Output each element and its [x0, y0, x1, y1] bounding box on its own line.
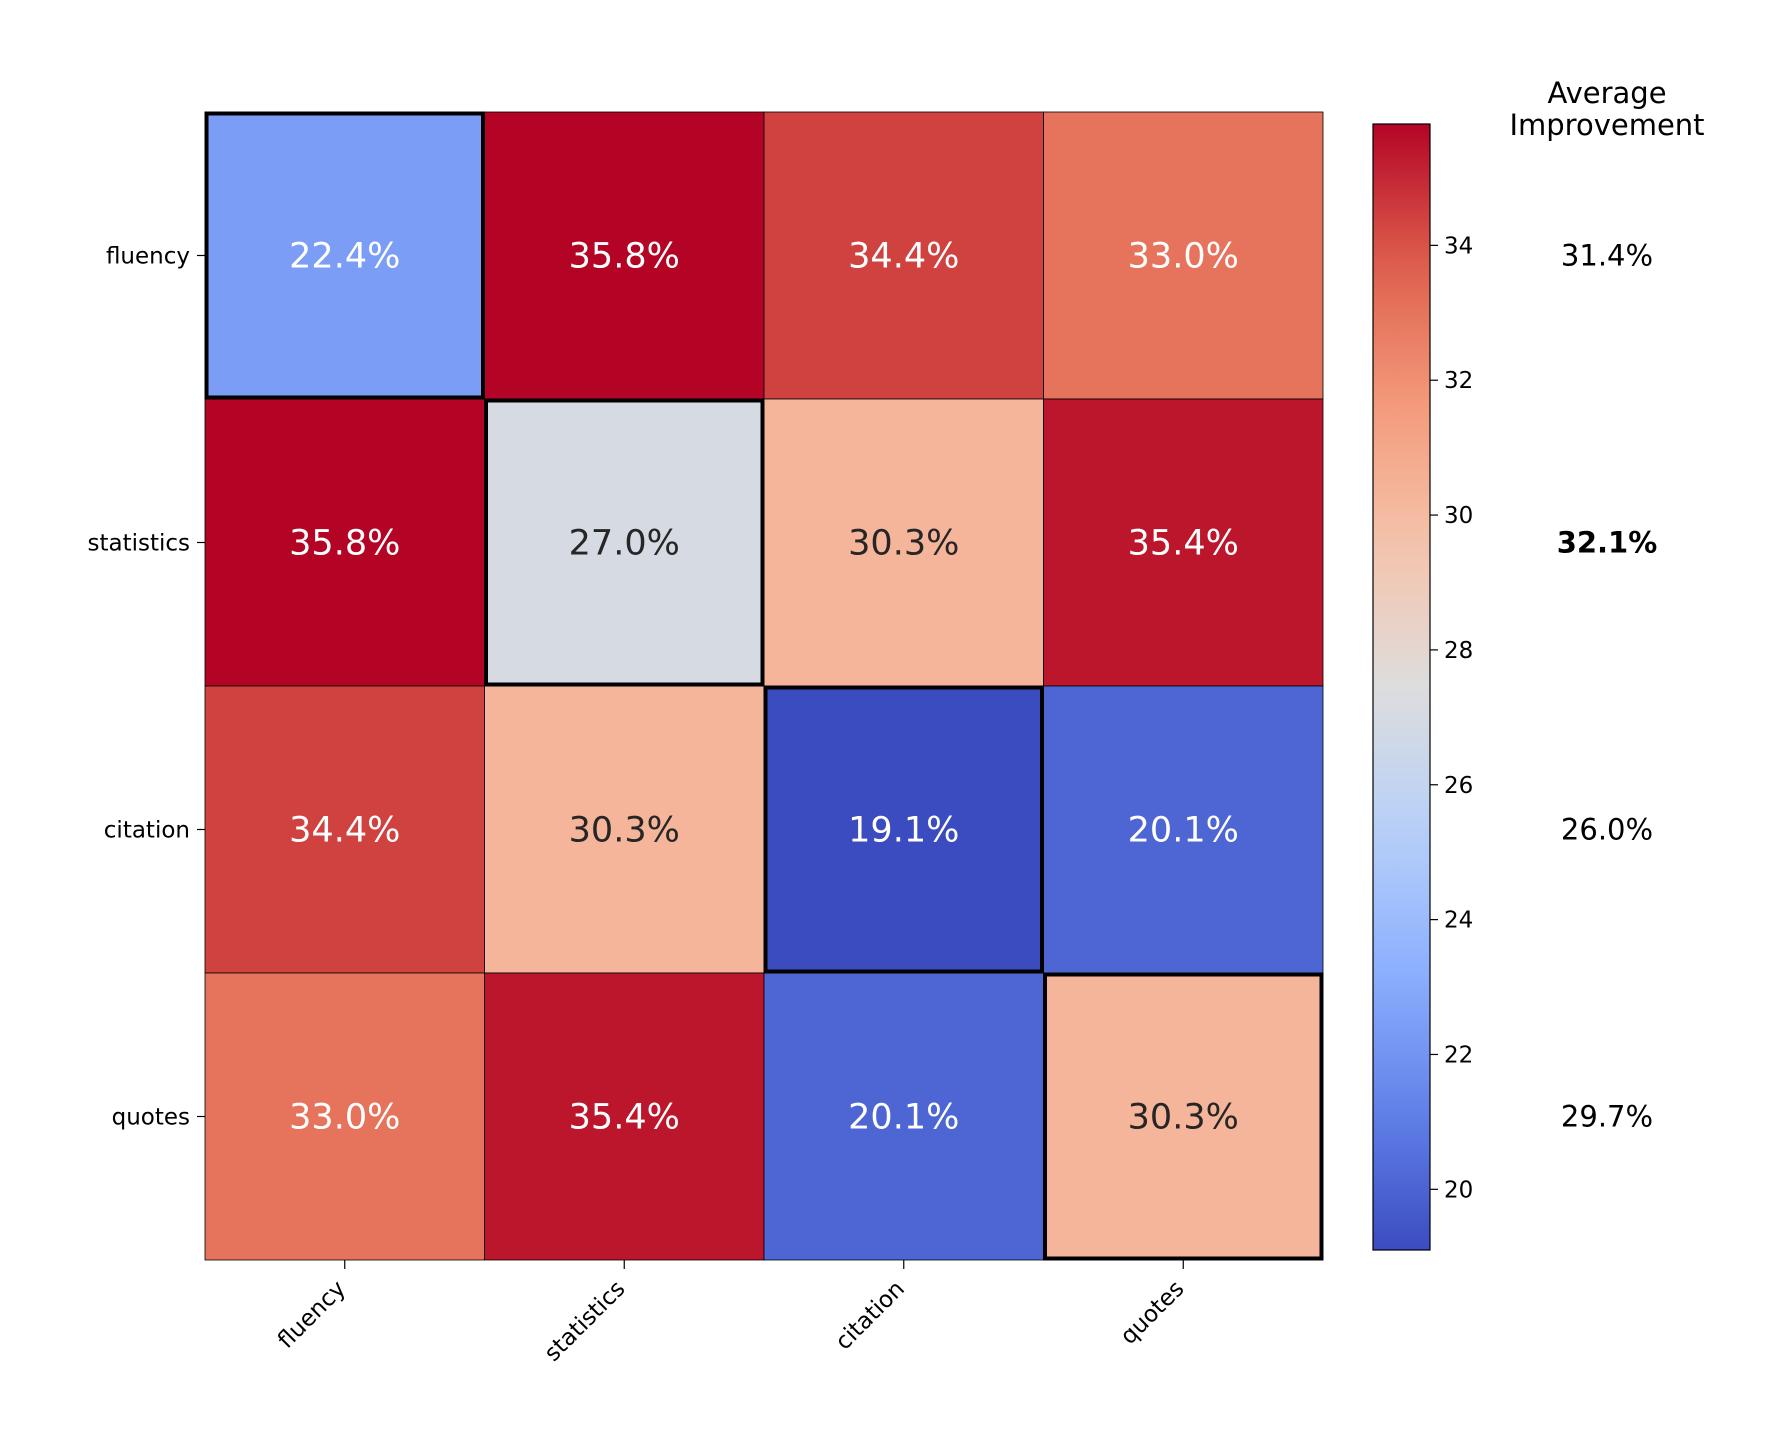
heatmap-cells — [204, 111, 1324, 1261]
column-tick-label: fluency — [273, 1276, 351, 1354]
heatmap-cell — [763, 972, 1044, 1261]
cell-value-label: 34.4% — [848, 237, 959, 277]
average-value-label: 31.4% — [1561, 239, 1653, 273]
cell-value-label: 30.3% — [1128, 1098, 1239, 1138]
average-title-line1: Average — [1547, 76, 1666, 110]
diagonal-highlight-box — [204, 111, 485, 400]
row-axis: fluency statistics citation quotes — [87, 244, 205, 1131]
diagonal-highlight-box — [1043, 972, 1324, 1261]
colorbar-tick-label: 26 — [1444, 773, 1473, 799]
colorbar-tick-label: 32 — [1444, 368, 1473, 394]
row-tick-label: citation — [104, 818, 190, 844]
heatmap-cell — [1043, 972, 1324, 1261]
diagonal-highlights — [204, 111, 1324, 1261]
cell-value-label: 35.8% — [289, 524, 400, 564]
cell-value-label: 30.3% — [848, 524, 959, 564]
heatmap-cell — [1043, 111, 1324, 400]
colorbar-tick-label: 30 — [1444, 503, 1473, 529]
cell-value-label: 35.4% — [1128, 524, 1239, 564]
cell-value-label: 19.1% — [848, 811, 959, 851]
cell-value-label: 35.4% — [569, 1098, 680, 1138]
diagonal-highlight-box — [763, 685, 1044, 974]
heatmap-cell — [763, 111, 1044, 400]
heatmap-cell — [1043, 398, 1324, 687]
colorbar: 20 22 24 26 28 30 32 34 — [1372, 123, 1473, 1251]
average-improvement-column: Average Improvement 31.4% 32.1% 26.0% 29.7% — [1509, 76, 1704, 1134]
cell-value-label: 22.4% — [289, 237, 400, 277]
heatmap-cell — [204, 111, 485, 400]
column-axis: fluency statistics citation quotes — [273, 1260, 1189, 1367]
cell-value-label: 33.0% — [289, 1098, 400, 1138]
colorbar-gradient — [1372, 123, 1431, 1251]
colorbar-tick-label: 24 — [1444, 908, 1473, 934]
cell-value-label: 20.1% — [1128, 811, 1239, 851]
average-title-line2: Improvement — [1509, 108, 1704, 142]
colorbar-tick-label: 22 — [1444, 1042, 1473, 1068]
cell-value-label: 35.8% — [569, 237, 680, 277]
cell-value-label: 34.4% — [289, 811, 400, 851]
colorbar-tick-label: 34 — [1444, 233, 1473, 259]
cell-value-label: 30.3% — [569, 811, 680, 851]
heatmap-cell — [763, 398, 1044, 687]
column-tick-label: citation — [831, 1276, 910, 1355]
heatmap-cell — [204, 398, 485, 687]
cell-value-label: 20.1% — [848, 1098, 959, 1138]
average-value-label: 26.0% — [1561, 813, 1653, 847]
heatmap-cell — [484, 972, 765, 1261]
row-tick-label: fluency — [106, 244, 190, 270]
heatmap-cell — [484, 398, 765, 687]
diagonal-highlight-box — [484, 398, 765, 687]
cell-value-label: 27.0% — [569, 524, 680, 564]
cell-labels: 22.4% 35.8% 34.4% 33.0% 35.8% 27.0% 30.3% 35.4%… — [289, 237, 1239, 1138]
heatmap-cell — [484, 111, 765, 400]
colorbar-tick-label: 28 — [1444, 638, 1473, 664]
row-tick-label: statistics — [87, 531, 190, 557]
average-value-label: 29.7% — [1561, 1100, 1653, 1134]
heatmap-cell — [204, 972, 485, 1261]
column-tick-label: statistics — [540, 1276, 631, 1367]
heatmap-cell — [1043, 685, 1324, 974]
row-tick-label: quotes — [112, 1105, 190, 1131]
cell-value-label: 33.0% — [1128, 237, 1239, 277]
average-value-label: 32.1% — [1557, 526, 1658, 560]
colorbar-tick-label: 20 — [1444, 1177, 1473, 1203]
heatmap-cell — [484, 685, 765, 974]
column-tick-label: quotes — [1116, 1276, 1190, 1350]
